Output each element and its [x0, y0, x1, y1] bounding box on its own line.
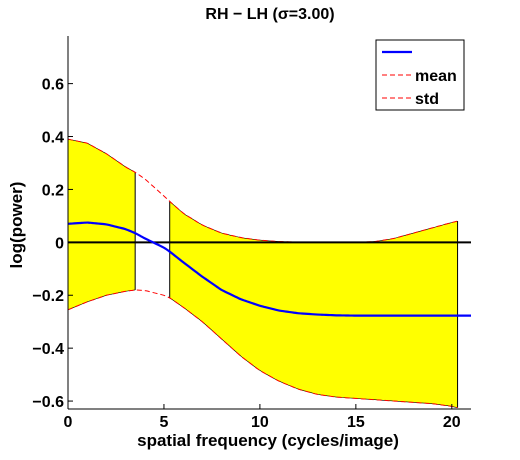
y-tick-label: 0.2 [42, 182, 64, 199]
x-tick-label: 20 [443, 414, 461, 431]
y-tick-label: 0.4 [42, 130, 64, 147]
y-tick-label: −0.4 [32, 341, 64, 358]
chart-title: RH − LH (σ=3.00) [205, 6, 334, 23]
legend: mean std [375, 39, 465, 111]
std-band-1 [169, 201, 458, 408]
y-tick-label: 0 [55, 235, 64, 252]
x-tick-label: 10 [251, 414, 269, 431]
x-tick-label: 5 [159, 414, 168, 431]
x-tick-label: 15 [347, 414, 365, 431]
y-axis-label: log(power) [7, 182, 26, 269]
axes: 0 5 10 15 20 −0.6 −0.4 −0.2 0 0.2 0.4 0.6 [32, 36, 471, 431]
series-mean [67, 221, 471, 317]
x-axis-label: spatial frequency (cycles/image) [137, 431, 399, 450]
plot-area [67, 138, 471, 409]
y-tick-label: 0.6 [42, 77, 64, 94]
x-tick-label: 0 [64, 414, 73, 431]
series-upper-std [67, 138, 458, 243]
y-tick-label: −0.2 [32, 288, 64, 305]
legend-label: mean [415, 68, 457, 85]
series-lower-std [67, 289, 458, 409]
legend-label: std [415, 91, 439, 108]
y-tick-label: −0.6 [32, 394, 64, 411]
